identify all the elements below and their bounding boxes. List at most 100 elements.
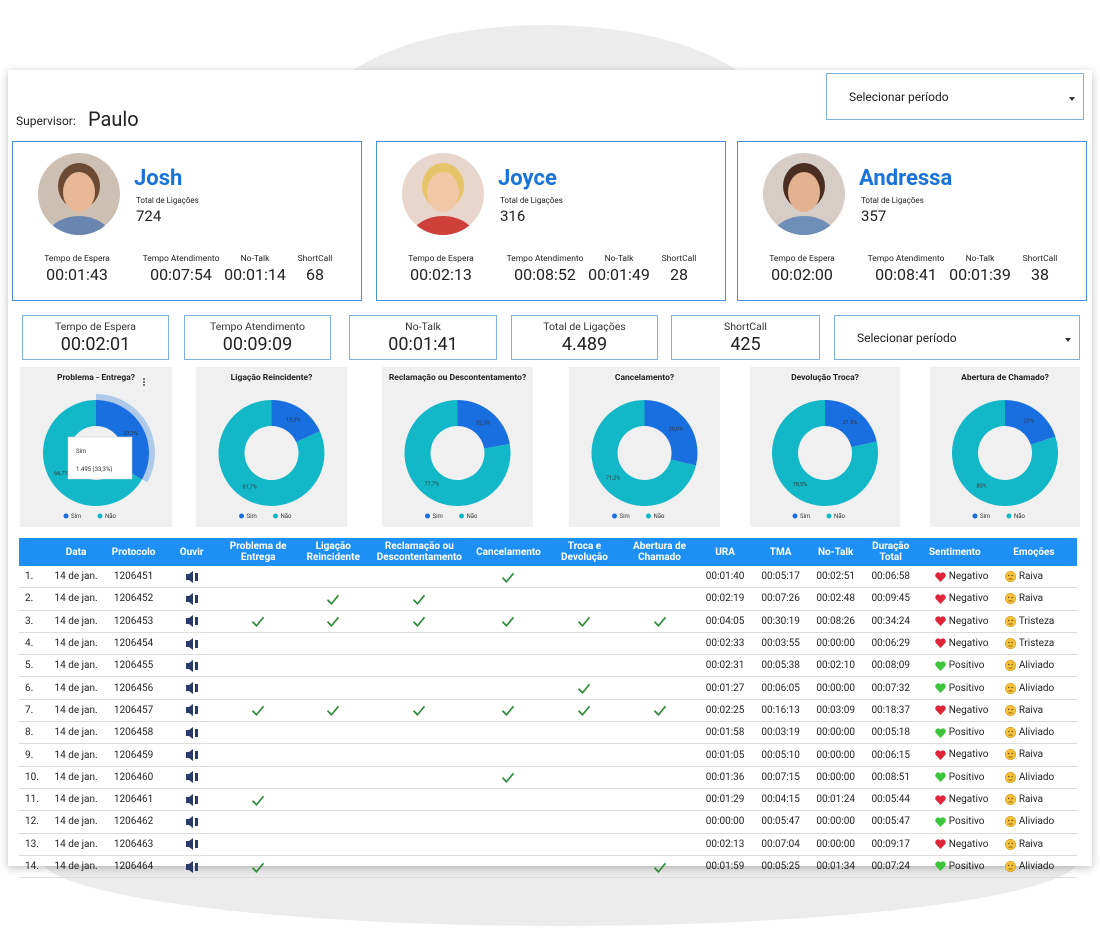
check-icon [653, 705, 666, 717]
avatar-image [38, 153, 120, 235]
protocol-cell: 1206452 [103, 587, 165, 611]
check-cell [621, 855, 698, 879]
listen-icon[interactable] [185, 682, 199, 695]
slice-label: 28,8% [669, 426, 683, 432]
check-icon [413, 616, 426, 628]
listen-icon[interactable] [185, 815, 199, 828]
listen-icon[interactable] [185, 615, 199, 628]
listen-icon[interactable] [185, 726, 199, 739]
agent-card: Andressa Total de Ligações 357 Tempo de Esp… [737, 141, 1087, 301]
table-row: 1. 14 de jan. 1206451 00:01:40 00:05:17 00:02… [19, 566, 1077, 589]
emotion-label: Aliviado [1018, 816, 1055, 828]
no-talk-cell: 00:02:10 [808, 654, 863, 678]
sentiment-label: Negativo [948, 593, 989, 605]
emoji-eye [1011, 641, 1013, 644]
emotion-cell: Raiva [990, 566, 1077, 589]
slice-label: 22,3% [476, 420, 490, 426]
date-cell: 14 de jan. [49, 676, 104, 700]
emoji-face [1004, 593, 1016, 605]
summary-box: Tempo de Espera 00:02:01 [22, 315, 169, 360]
listen-icon[interactable] [185, 637, 199, 650]
header-cell: Sentimento [918, 538, 991, 566]
heart-shape [934, 616, 946, 627]
check-icon [327, 705, 340, 717]
emoji-eye [1007, 753, 1010, 755]
header-cell: Protocolo [103, 538, 165, 566]
check-shape [578, 616, 591, 628]
sentiment-cell: Negativo [918, 632, 991, 656]
emoji-face [1004, 637, 1016, 649]
period-select[interactable]: Selecionar período [826, 73, 1084, 120]
listen-icon[interactable] [185, 793, 199, 806]
tma-cell: 00:03:55 [752, 632, 809, 656]
check-cell [219, 810, 298, 834]
no-talk-cell: 00:00:00 [808, 743, 863, 767]
check-cell [621, 788, 698, 812]
check-cell [469, 743, 548, 767]
period-select[interactable]: Selecionar período [834, 315, 1080, 360]
date-cell: 14 de jan. [49, 743, 104, 767]
emoji-face [1004, 704, 1016, 716]
listen-icon[interactable] [185, 659, 199, 672]
emoji-icon [1004, 838, 1016, 850]
emoji-eye [1007, 775, 1010, 777]
listen-icon[interactable] [185, 749, 199, 762]
metric-label: Tempo Atendimento [142, 254, 220, 264]
check-cell [621, 676, 698, 700]
ura-cell: 00:01:59 [697, 855, 753, 879]
avatar-body [45, 216, 113, 235]
check-cell [469, 610, 548, 633]
avatar-body [770, 216, 838, 235]
table-row: 14. 14 de jan. 1206464 00:01:59 00:05:25 00:0… [19, 855, 1077, 879]
check-cell [547, 587, 622, 611]
ura-cell: 00:02:31 [697, 654, 753, 678]
listen-icon[interactable] [185, 860, 199, 873]
emoji-eye [1011, 842, 1013, 844]
ura-cell: 00:01:27 [697, 676, 753, 700]
protocol-cell: 1206460 [103, 766, 165, 789]
slice-label: 78,5% [793, 482, 807, 488]
menu-dot [143, 384, 145, 386]
listen-icon-shape [185, 793, 198, 806]
listen-icon[interactable] [185, 704, 199, 717]
legend-label: Sim [620, 513, 630, 520]
metric-label: No-Talk [604, 254, 634, 264]
metric-label: No-Talk [965, 254, 995, 264]
chart-panel: Abertura de Chamado? 20% 80% Sim Não [930, 367, 1080, 527]
listen-icon-shape [185, 615, 198, 628]
listen-icon[interactable] [185, 570, 199, 583]
sentiment-cell: Negativo [918, 788, 991, 812]
check-cell [369, 632, 470, 656]
emotion-label: Tristeza [1018, 637, 1055, 649]
check-icon [502, 772, 515, 784]
table-row: 9. 14 de jan. 1206459 00:01:05 00:05:10 00:00… [19, 743, 1077, 767]
total-label: Total de Ligações [136, 196, 199, 205]
summary-value: 00:09:09 [222, 334, 293, 355]
calls-table: Data Protocolo Ouvir Problema de Entrega Lig… [19, 538, 1077, 879]
listen-icon-shape [185, 749, 198, 762]
listen-icon[interactable] [185, 592, 199, 605]
check-cell [297, 699, 370, 723]
date-cell: 14 de jan. [49, 610, 104, 633]
avatar-image [763, 153, 845, 235]
donut-slice [271, 400, 320, 442]
emotion-label: Raiva [1018, 571, 1044, 583]
heart-icon [934, 661, 946, 671]
listen-icon[interactable] [185, 771, 199, 784]
metric-value: 00:01:49 [588, 265, 650, 284]
total-cell: 00:06:29 [862, 632, 919, 656]
chart-panel: Ligação Reincidente? 18,3% 81,7% Sim Não [196, 367, 347, 527]
protocol-cell: 1206454 [103, 632, 165, 656]
emotion-label: Aliviado [1018, 660, 1055, 672]
listen-icon-shape [185, 815, 198, 828]
row-index: 5. [19, 654, 50, 678]
check-cell [369, 810, 470, 834]
ura-cell: 00:01:36 [697, 766, 753, 789]
listen-cell [164, 654, 220, 678]
donut-chart: 22,3% 77,7% Sim Não [404, 400, 511, 520]
sentiment-label: Positivo [948, 771, 985, 783]
listen-icon[interactable] [185, 838, 199, 851]
check-icon [413, 594, 426, 605]
heart-icon [934, 683, 946, 694]
heart-shape [934, 750, 946, 760]
